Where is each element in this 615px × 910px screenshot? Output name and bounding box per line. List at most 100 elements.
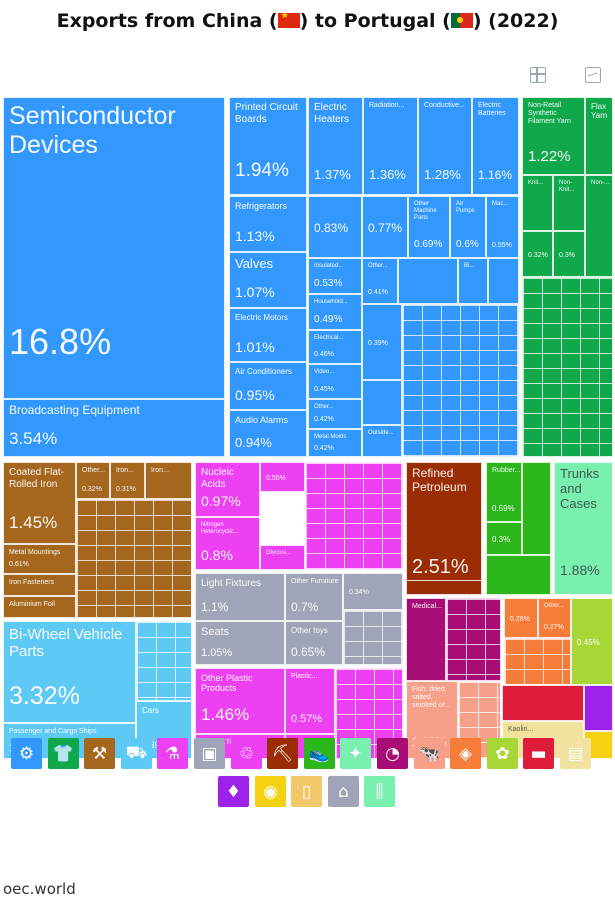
treemap-tile[interactable]: Insulated... 0.53% bbox=[308, 258, 362, 294]
treemap-tile[interactable]: Light Fixtures 1.1% bbox=[195, 573, 285, 621]
treemap-tile[interactable] bbox=[136, 621, 192, 701]
treemap-tile[interactable]: 0.32% bbox=[522, 231, 553, 277]
treemap-tile[interactable]: 0.28% bbox=[504, 598, 538, 638]
treemap-tile[interactable]: Refrigerators 1.13% bbox=[229, 196, 307, 252]
treemap-tile[interactable]: Glycosi... bbox=[260, 545, 305, 570]
treemap-tile[interactable]: 0.55% bbox=[260, 462, 305, 492]
treemap-tile[interactable]: Flax Yarn bbox=[585, 97, 613, 175]
treemap-tile[interactable]: Conductive... 1.28% bbox=[418, 97, 472, 195]
precious-metals-sector-icon[interactable]: ♦ bbox=[218, 776, 249, 807]
textiles-sector-icon[interactable]: 👕 bbox=[48, 738, 79, 769]
machines-sector-icon[interactable]: ⚙ bbox=[11, 738, 42, 769]
animal-products-sector-icon[interactable]: 🐄 bbox=[414, 738, 445, 769]
transportation-sector-icon[interactable]: ⛟ bbox=[121, 738, 152, 769]
treemap-tile[interactable] bbox=[522, 277, 613, 457]
treemap-tile[interactable]: Other... 0.42% bbox=[308, 399, 362, 429]
treemap-tile[interactable]: Electric Batteries 1.16% bbox=[472, 97, 519, 195]
animal-vegetable-oils-sector-icon[interactable]: ◉ bbox=[255, 776, 286, 807]
treemap-tile[interactable]: Electric Heaters 1.37% bbox=[308, 97, 363, 195]
animal-hides-sector-icon[interactable]: ✦ bbox=[340, 738, 371, 769]
treemap-tile[interactable]: Household... 0.49% bbox=[308, 294, 362, 330]
treemap-tile[interactable]: Air Conditioners 0.95% bbox=[229, 362, 307, 410]
treemap-tile[interactable]: Iron... 0.31% bbox=[110, 462, 145, 499]
treemap-tile[interactable]: 0.3% bbox=[553, 231, 585, 277]
metals-sector-icon[interactable]: ⚒ bbox=[84, 738, 115, 769]
treemap-tile[interactable]: Semiconductor Devices 16.8% bbox=[3, 97, 225, 399]
treemap-tile[interactable]: Other... 0.27% bbox=[538, 598, 571, 638]
treemap-tile[interactable] bbox=[584, 731, 613, 759]
treemap-tile[interactable]: Audio Alarms 0.94% bbox=[229, 410, 307, 457]
treemap-tile[interactable]: Radiation... 1.36% bbox=[363, 97, 418, 195]
miscellaneous-sector-icon[interactable]: ▣ bbox=[194, 738, 225, 769]
treemap-tile[interactable]: 0.34% bbox=[343, 573, 403, 610]
vegetable-products-sector-icon[interactable]: ✿ bbox=[487, 738, 518, 769]
treemap-tile[interactable]: Knit... bbox=[522, 175, 553, 231]
instruments-sector-icon[interactable]: ◔ bbox=[377, 738, 408, 769]
treemap-tile[interactable]: Outside... bbox=[362, 425, 402, 457]
treemap-tile[interactable]: Mac... 0.55% bbox=[486, 196, 519, 258]
treemap-tile[interactable]: Medical... bbox=[406, 598, 446, 681]
treemap-tile[interactable] bbox=[362, 380, 402, 425]
treemap-tile[interactable] bbox=[584, 685, 613, 731]
chemical-products-sector-icon[interactable]: ⚗ bbox=[157, 738, 188, 769]
wood-products-sector-icon[interactable]: ▬ bbox=[523, 738, 554, 769]
treemap-tile[interactable] bbox=[504, 638, 571, 685]
treemap-tile[interactable]: Rubber... 0.59% bbox=[486, 462, 522, 522]
weapons-sector-icon[interactable]: ⫼ bbox=[364, 776, 395, 807]
treemap-tile[interactable] bbox=[305, 462, 403, 570]
treemap-tile[interactable]: Seats 1.05% bbox=[195, 621, 285, 665]
treemap-tile[interactable]: Non-... bbox=[585, 175, 613, 277]
treemap-tile[interactable]: Air Pumps 0.6% bbox=[450, 196, 486, 258]
treemap-tile[interactable] bbox=[446, 598, 501, 681]
treemap-tile[interactable]: Other toys 0.65% bbox=[285, 621, 343, 665]
treemap-tile[interactable] bbox=[522, 462, 551, 555]
image-icon[interactable] bbox=[585, 67, 601, 83]
treemap-tile[interactable] bbox=[488, 258, 519, 304]
treemap-tile[interactable] bbox=[502, 685, 584, 721]
treemap-tile[interactable]: Video... 0.45% bbox=[308, 364, 362, 399]
treemap-tile[interactable]: Other... 0.41% bbox=[362, 258, 398, 304]
grid-icon[interactable] bbox=[530, 67, 546, 83]
treemap-tile[interactable]: Bi-Wheel Vehicle Parts 3.32% bbox=[3, 621, 136, 723]
arts-and-antiques-sector-icon[interactable]: ⌂ bbox=[328, 776, 359, 807]
treemap-tile[interactable]: Broadcasting Equipment 3.54% bbox=[3, 399, 225, 457]
treemap-tile[interactable]: 0.3% bbox=[486, 522, 522, 555]
treemap-tile[interactable]: Plastic... 0.57% bbox=[285, 668, 335, 734]
treemap-tile[interactable]: Other Plastic Products 1.46% bbox=[195, 668, 285, 734]
treemap-tile[interactable]: Other... 0.32% bbox=[76, 462, 110, 499]
treemap-tile[interactable]: Electric Motors 1.01% bbox=[229, 308, 307, 362]
treemap-tile[interactable]: Refined Petroleum 2.51% bbox=[406, 462, 482, 595]
treemap-tile[interactable]: Nitrogen Heterocyclic... 0.8% bbox=[195, 517, 260, 570]
treemap-tile[interactable]: Non-Retail Synthetic Filament Yarn 1.22% bbox=[522, 97, 585, 175]
footwear-sector-icon[interactable]: 👟 bbox=[304, 738, 335, 769]
treemap-tile[interactable]: Other Machine Parts 0.69% bbox=[408, 196, 450, 258]
treemap-tile[interactable]: Iron... bbox=[145, 462, 192, 499]
treemap-tile[interactable] bbox=[76, 499, 192, 618]
treemap-tile[interactable]: Non-Knit... bbox=[553, 175, 585, 231]
foodstuffs-sector-icon[interactable]: ◈ bbox=[450, 738, 481, 769]
treemap-tile[interactable]: Iron Fasteners bbox=[3, 574, 76, 596]
stone-and-glass-sector-icon[interactable]: ▯ bbox=[291, 776, 322, 807]
mineral-products-sector-icon[interactable]: ⛏ bbox=[267, 738, 298, 769]
treemap-tile[interactable]: 0.45% bbox=[571, 598, 613, 685]
treemap-tile[interactable]: 0.83% bbox=[308, 196, 362, 258]
treemap-tile[interactable]: 0.77% bbox=[362, 196, 408, 258]
treemap-tile[interactable] bbox=[406, 580, 482, 595]
treemap-tile[interactable]: 0.39% bbox=[362, 304, 402, 380]
treemap-tile[interactable] bbox=[486, 555, 551, 595]
treemap-tile[interactable]: Printed Circuit Boards 1.94% bbox=[229, 97, 307, 195]
treemap-tile[interactable]: Coated Flat-Rolled Iron 1.45% bbox=[3, 462, 76, 544]
plastics-sector-icon[interactable]: ♲ bbox=[231, 738, 262, 769]
paper-goods-sector-icon[interactable]: ▤ bbox=[560, 738, 591, 769]
treemap-tile[interactable]: Metal Molds 0.42% bbox=[308, 429, 362, 457]
treemap-tile[interactable] bbox=[398, 258, 458, 304]
treemap-tile[interactable]: Other Furniture 0.7% bbox=[285, 573, 343, 621]
treemap-tile[interactable]: Nucleic Acids 0.97% bbox=[195, 462, 260, 517]
treemap-tile[interactable] bbox=[343, 610, 403, 665]
treemap-tile[interactable]: Trunks and Cases 1.88% bbox=[554, 462, 613, 595]
treemap-tile[interactable]: Valves 1.07% bbox=[229, 252, 307, 308]
treemap-tile[interactable] bbox=[402, 304, 519, 457]
treemap-tile[interactable]: Aluminium Foil bbox=[3, 596, 76, 618]
treemap-tile[interactable]: Electrical... 0.46% bbox=[308, 330, 362, 364]
source-label[interactable]: oec.world bbox=[3, 880, 76, 898]
